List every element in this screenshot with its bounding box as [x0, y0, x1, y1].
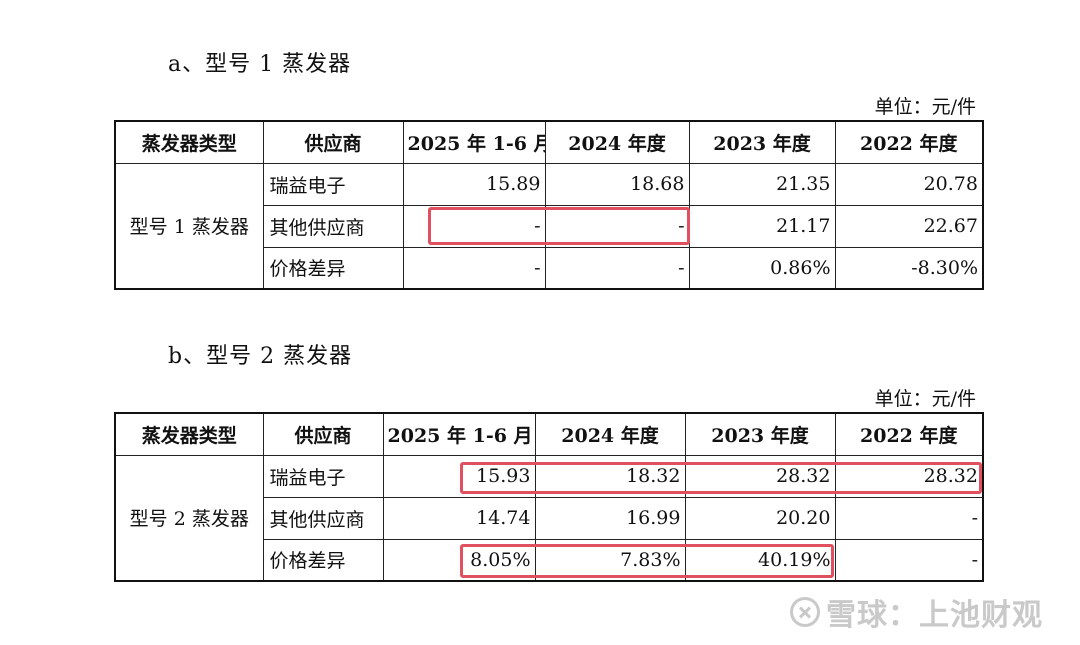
table-row: 其他供应商 - - 21.17 22.67 — [115, 204, 984, 248]
supplier-cell: 价格差异 — [262, 246, 404, 290]
section-b-unit: 单位：元/件 — [874, 388, 976, 410]
section-a-unit: 单位：元/件 — [874, 96, 976, 118]
supplier-cell: 其他供应商 — [262, 204, 404, 248]
value-cell: -8.30% — [834, 246, 984, 290]
value-cell: 7.83% — [534, 538, 686, 582]
supplier-cell: 瑞益电子 — [262, 454, 384, 498]
header-2022: 2022 年度 — [834, 412, 984, 456]
value-cell: 15.89 — [402, 162, 546, 206]
value-cell: - — [544, 204, 690, 248]
value-cell: 15.93 — [382, 454, 536, 498]
header-2023: 2023 年度 — [688, 120, 836, 164]
table-row: 其他供应商 14.74 16.99 20.20 - — [115, 496, 984, 540]
section-a-heading: a、型号 1 蒸发器 — [168, 52, 352, 77]
header-2024: 2024 年度 — [544, 120, 690, 164]
value-cell: - — [834, 538, 984, 582]
table-row: 价格差异 - - 0.86% -8.30% — [115, 246, 984, 290]
value-cell: - — [402, 246, 546, 290]
table-header-row: 蒸发器类型 供应商 2025 年 1-6 月 2024 年度 2023 年度 2… — [114, 412, 984, 456]
value-cell: - — [834, 496, 984, 540]
table-row: 型号 2 蒸发器 瑞益电子 15.93 18.32 28.32 28.32 — [114, 454, 984, 582]
value-cell: - — [402, 204, 546, 248]
supplier-cell: 价格差异 — [262, 538, 384, 582]
value-cell: 21.17 — [688, 204, 836, 248]
section-b-table: 蒸发器类型 供应商 2025 年 1-6 月 2024 年度 2023 年度 2… — [114, 412, 984, 582]
header-2022: 2022 年度 — [834, 120, 984, 164]
value-cell: 28.32 — [834, 454, 984, 498]
value-cell: 21.35 — [688, 162, 836, 206]
table-header-row: 蒸发器类型 供应商 2025 年 1-6 月 2024 年度 2023 年度 2… — [114, 120, 984, 164]
header-2025h1: 2025 年 1-6 月 — [402, 120, 546, 164]
value-cell: 20.78 — [834, 162, 984, 206]
watermark: 雪球：上池财观 — [790, 590, 1043, 634]
header-type: 蒸发器类型 — [114, 412, 264, 456]
value-cell: 14.74 — [382, 496, 536, 540]
value-cell: 40.19% — [684, 538, 836, 582]
value-cell: 8.05% — [382, 538, 536, 582]
value-cell: 0.86% — [688, 246, 836, 290]
table-row: 型号 1 蒸发器 瑞益电子 15.89 18.68 21.35 20.78 — [114, 162, 984, 290]
value-cell: 20.20 — [684, 496, 836, 540]
type-cell: 型号 1 蒸发器 — [114, 162, 264, 290]
header-2025h1: 2025 年 1-6 月 — [382, 412, 536, 456]
supplier-cell: 其他供应商 — [262, 496, 384, 540]
header-2024: 2024 年度 — [534, 412, 686, 456]
value-cell: 18.32 — [534, 454, 686, 498]
value-cell: 18.68 — [544, 162, 690, 206]
section-b-heading: b、型号 2 蒸发器 — [168, 344, 353, 369]
section-a-table: 蒸发器类型 供应商 2025 年 1-6 月 2024 年度 2023 年度 2… — [114, 120, 984, 290]
value-cell: 22.67 — [834, 204, 984, 248]
value-cell: 16.99 — [534, 496, 686, 540]
value-cell: - — [544, 246, 690, 290]
watermark-text: 雪球：上池财观 — [826, 598, 1043, 633]
header-type: 蒸发器类型 — [114, 120, 264, 164]
header-2023: 2023 年度 — [684, 412, 836, 456]
supplier-cell: 瑞益电子 — [262, 162, 404, 206]
value-cell: 28.32 — [684, 454, 836, 498]
type-cell: 型号 2 蒸发器 — [114, 454, 264, 582]
header-supplier: 供应商 — [262, 412, 384, 456]
xueqiu-logo-icon — [790, 597, 820, 627]
header-supplier: 供应商 — [262, 120, 404, 164]
